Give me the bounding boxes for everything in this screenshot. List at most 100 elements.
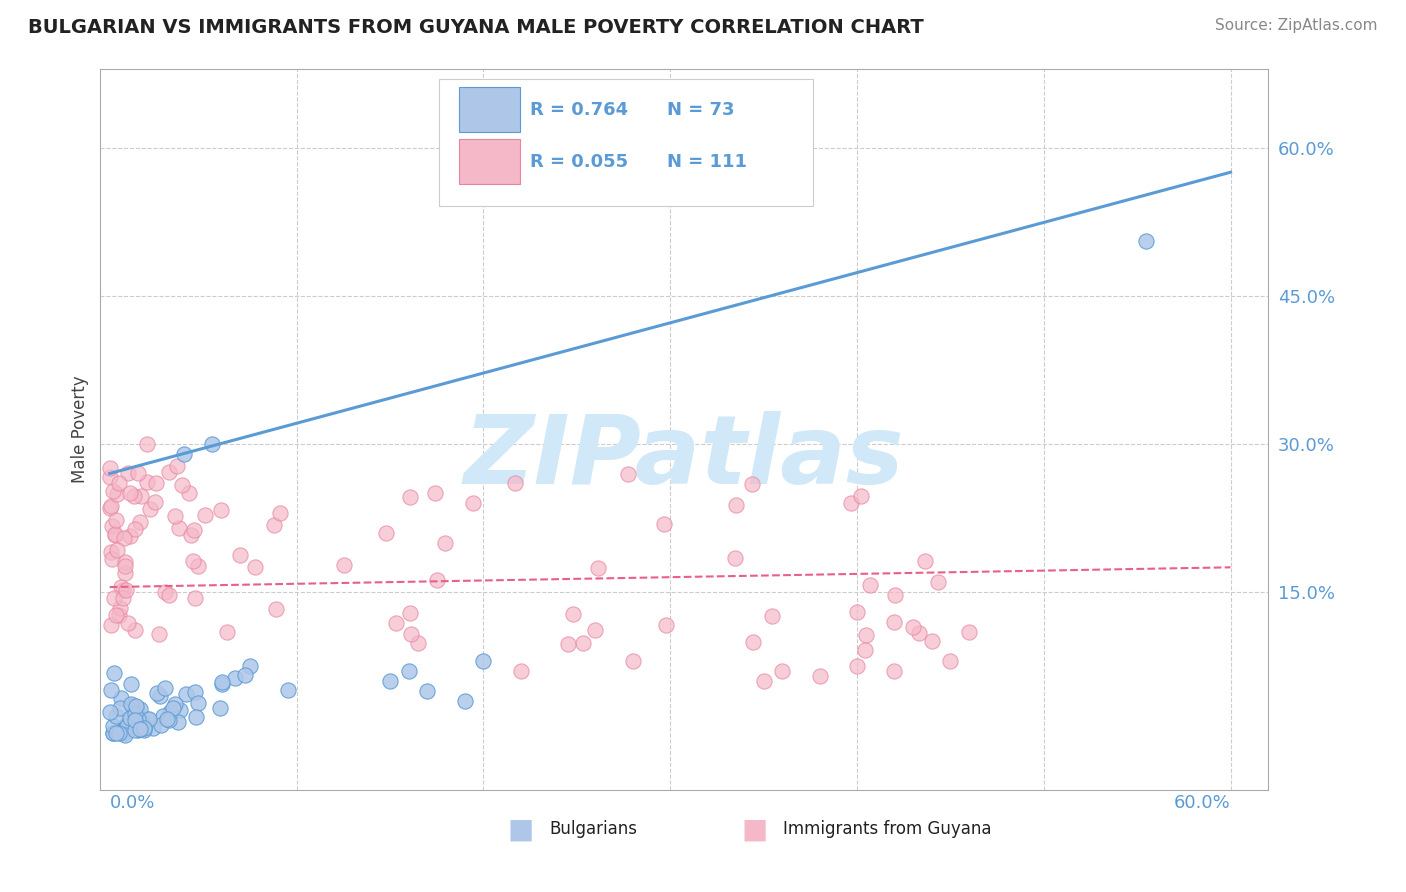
FancyBboxPatch shape — [458, 139, 519, 184]
Point — [165, 508, 187, 523]
Point — [152, 708, 174, 723]
Point — [184, 710, 207, 724]
Point — [124, 723, 146, 737]
Point — [145, 686, 167, 700]
Point — [128, 717, 150, 731]
Point — [117, 466, 139, 480]
Point — [378, 673, 401, 688]
Point — [333, 558, 356, 572]
Point — [100, 683, 122, 698]
Point — [423, 485, 446, 500]
Point — [121, 698, 143, 713]
Text: 60.0%: 60.0% — [1174, 795, 1230, 813]
Point — [503, 475, 526, 490]
Point — [461, 496, 484, 510]
Point — [375, 526, 398, 541]
FancyBboxPatch shape — [439, 79, 813, 205]
Point — [124, 707, 146, 722]
Point — [120, 697, 142, 711]
Point — [104, 608, 127, 623]
Point — [105, 709, 128, 723]
Point — [111, 591, 134, 606]
Point — [426, 574, 449, 588]
Point — [98, 470, 121, 484]
Point — [169, 703, 191, 717]
Point — [101, 518, 124, 533]
Point — [385, 615, 408, 630]
Point — [401, 627, 423, 641]
Point — [655, 617, 678, 632]
Point — [184, 591, 207, 606]
Point — [853, 643, 876, 657]
Point — [108, 726, 131, 740]
Point — [124, 624, 146, 638]
Point — [139, 502, 162, 516]
Point — [901, 619, 924, 633]
Point — [114, 582, 136, 597]
Point — [215, 625, 238, 640]
Point — [117, 615, 139, 630]
Point — [131, 717, 153, 731]
Point — [406, 636, 429, 650]
Point — [264, 602, 287, 616]
Point — [855, 628, 877, 642]
Point — [128, 515, 150, 529]
Point — [263, 517, 285, 532]
Point — [269, 507, 291, 521]
Point — [957, 624, 980, 639]
Point — [136, 437, 159, 451]
Point — [111, 724, 134, 739]
Point — [127, 712, 149, 726]
Point — [157, 713, 180, 727]
Point — [103, 726, 125, 740]
Point — [114, 555, 136, 569]
Point — [114, 566, 136, 581]
Point — [110, 691, 132, 706]
Point — [153, 585, 176, 599]
Point — [103, 666, 125, 681]
Point — [108, 608, 131, 623]
Point — [103, 483, 125, 498]
Point — [621, 654, 644, 668]
Point — [103, 527, 125, 541]
Point — [129, 702, 152, 716]
Point — [134, 721, 156, 735]
Point — [110, 601, 132, 615]
Text: ZIPatlas: ZIPatlas — [464, 411, 904, 504]
Point — [120, 677, 142, 691]
Point — [472, 654, 495, 668]
Point — [883, 615, 905, 629]
Point — [117, 719, 139, 733]
Text: R = 0.764: R = 0.764 — [530, 101, 628, 119]
Point — [110, 700, 132, 714]
Point — [167, 714, 190, 729]
Point — [849, 489, 872, 503]
Point — [616, 467, 638, 481]
Point — [148, 627, 170, 641]
Point — [118, 711, 141, 725]
Point — [127, 706, 149, 720]
Point — [134, 721, 156, 735]
Point — [125, 702, 148, 716]
Point — [124, 489, 146, 503]
Point — [239, 659, 262, 673]
Y-axis label: Male Poverty: Male Poverty — [72, 376, 89, 483]
Point — [120, 529, 142, 543]
Point — [138, 712, 160, 726]
Point — [107, 543, 129, 558]
Point — [143, 495, 166, 509]
FancyBboxPatch shape — [458, 87, 519, 132]
Point — [157, 589, 180, 603]
Point — [201, 437, 224, 451]
Point — [180, 528, 202, 542]
Point — [209, 503, 232, 517]
Point — [131, 715, 153, 730]
Point — [98, 705, 121, 719]
Point — [229, 549, 252, 563]
Point — [124, 523, 146, 537]
Point — [1135, 235, 1157, 249]
Point — [100, 545, 122, 559]
Point — [135, 712, 157, 726]
Point — [105, 487, 128, 501]
Text: Bulgarians: Bulgarians — [550, 821, 638, 838]
